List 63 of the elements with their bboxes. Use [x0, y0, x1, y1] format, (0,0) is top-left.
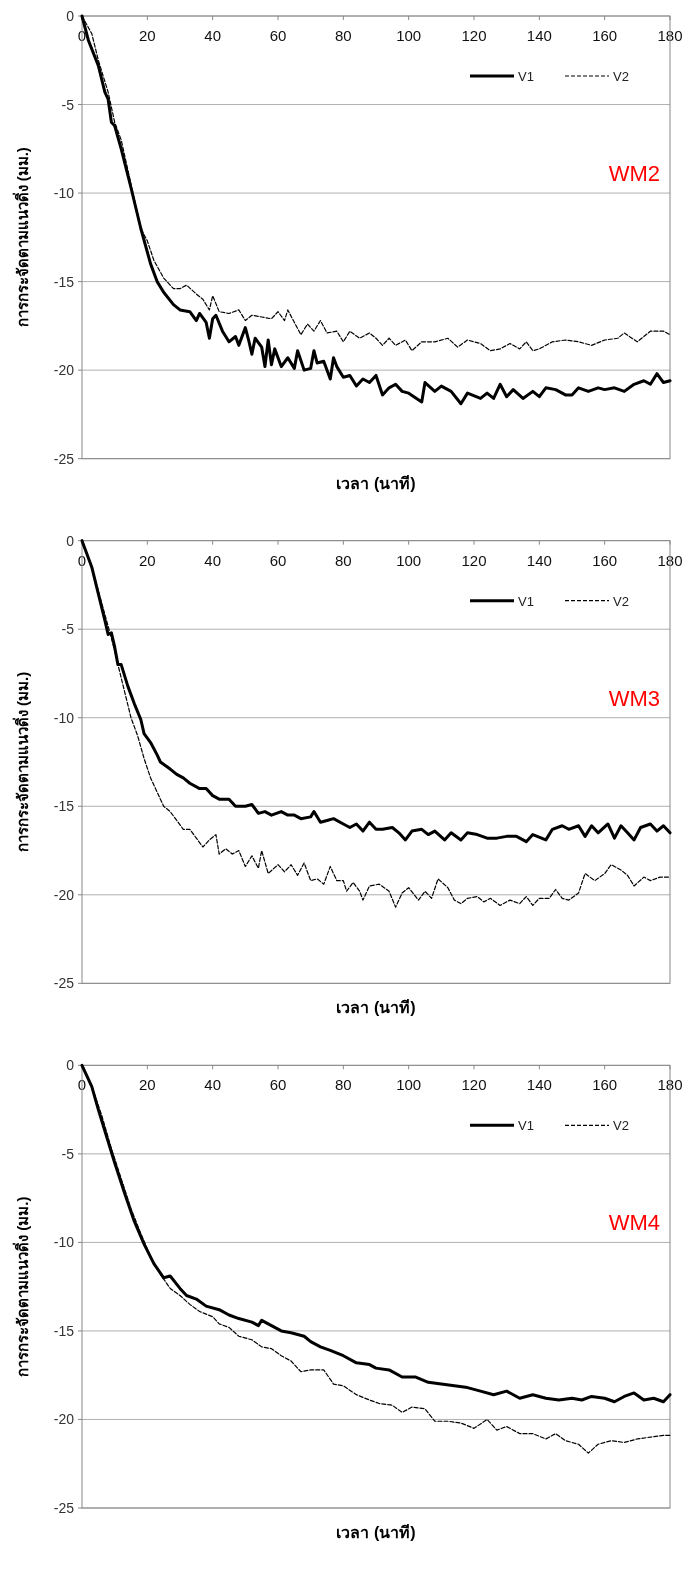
- x-tick-label: 160: [592, 551, 618, 569]
- x-tick-label: 60: [269, 27, 287, 44]
- x-tick-label: 40: [204, 27, 222, 44]
- y-axis-title: การกระจัดตามแนวดิ่ง (มม.): [12, 671, 31, 853]
- x-axis-title: เวลา (นาที): [336, 1523, 416, 1541]
- x-axis-title: เวลา (นาที): [336, 473, 416, 492]
- x-tick-label: 20: [138, 551, 156, 569]
- y-tick-label: -15: [53, 273, 75, 290]
- x-tick-label: 0: [77, 551, 87, 569]
- x-tick-label: 100: [396, 551, 422, 569]
- x-tick-label: 0: [77, 1076, 87, 1094]
- x-tick-label: 20: [138, 27, 156, 44]
- x-tick-label: 180: [657, 551, 683, 569]
- y-tick-label: -10: [53, 709, 75, 726]
- legend-label: V2: [613, 593, 629, 609]
- x-tick-label: 80: [334, 1076, 352, 1094]
- x-tick-label: 140: [526, 551, 552, 569]
- x-tick-label: 120: [461, 551, 487, 569]
- annotation: WM4: [608, 1210, 660, 1236]
- x-tick-label: 60: [269, 1076, 287, 1094]
- x-tick-label: 80: [334, 551, 352, 569]
- legend-label: V1: [518, 69, 534, 84]
- legend-label: V1: [518, 593, 534, 609]
- y-tick-label: 0: [66, 1057, 75, 1074]
- y-axis-title: การกระจัดตามแนวดิ่ง (มม.): [12, 147, 31, 328]
- annotation: WM2: [608, 161, 660, 186]
- y-tick-label: -5: [61, 1145, 75, 1162]
- y-tick-label: -5: [61, 96, 75, 113]
- x-tick-label: 160: [592, 27, 618, 44]
- x-tick-label: 120: [461, 27, 487, 44]
- y-tick-label: -15: [53, 1322, 75, 1339]
- legend-label: V2: [613, 1118, 629, 1134]
- x-tick-label: 140: [526, 1076, 552, 1094]
- x-tick-label: 140: [526, 27, 552, 44]
- x-tick-label: 100: [396, 27, 422, 44]
- x-tick-label: 0: [77, 27, 87, 44]
- x-tick-label: 160: [592, 1076, 618, 1094]
- y-tick-label: -20: [53, 362, 75, 379]
- x-tick-label: 80: [334, 27, 352, 44]
- x-tick-label: 40: [204, 551, 222, 569]
- x-tick-label: 120: [461, 1076, 487, 1094]
- y-tick-label: -25: [53, 1500, 75, 1516]
- x-axis-title: เวลา (นาที): [336, 998, 416, 1017]
- y-axis-title: การกระจัดตามแนวดิ่ง (มม.): [12, 1196, 31, 1377]
- y-tick-label: -15: [53, 798, 75, 815]
- x-tick-label: 180: [657, 1076, 683, 1094]
- y-tick-label: 0: [66, 8, 75, 24]
- legend-label: V1: [518, 1118, 534, 1134]
- legend-label: V2: [613, 69, 629, 84]
- x-tick-label: 20: [138, 1076, 156, 1094]
- y-tick-label: -25: [53, 450, 75, 467]
- annotation: WM3: [608, 685, 660, 711]
- x-tick-label: 40: [204, 1076, 222, 1094]
- x-tick-label: 100: [396, 1076, 422, 1094]
- x-tick-label: 60: [269, 551, 287, 569]
- y-tick-label: -25: [53, 975, 75, 992]
- y-tick-label: 0: [66, 532, 75, 549]
- y-tick-label: -10: [53, 1234, 75, 1251]
- x-tick-label: 180: [657, 27, 683, 44]
- y-tick-label: -10: [53, 185, 75, 202]
- y-tick-label: -5: [61, 621, 75, 638]
- y-tick-label: -20: [53, 886, 75, 903]
- y-tick-label: -20: [53, 1411, 75, 1428]
